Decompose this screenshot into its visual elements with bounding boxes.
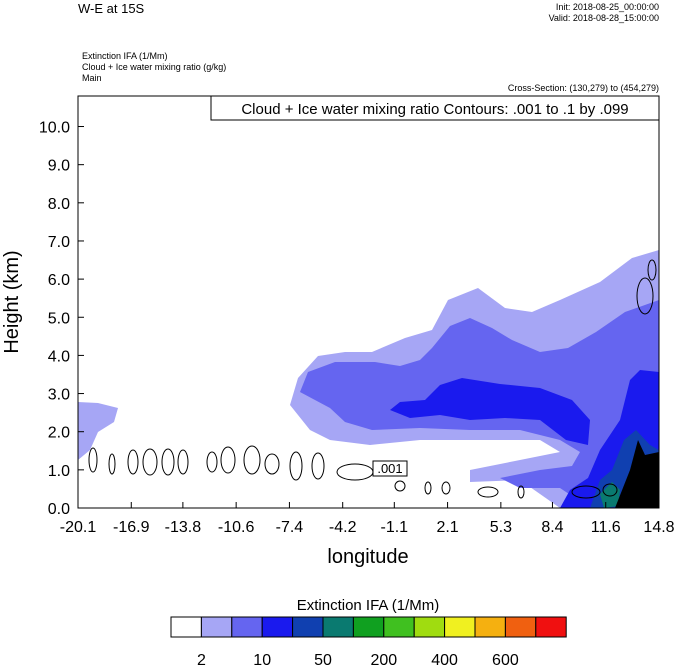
chart-title: W-E at 15S: [78, 1, 145, 16]
x-tick-label: 11.6: [591, 519, 621, 536]
y-tick-label: 3.0: [48, 387, 70, 404]
note-box: [210, 95, 660, 121]
colorbar-swatch: [413, 616, 446, 638]
colorbar-swatch: [170, 616, 202, 638]
field-name: Main: [82, 73, 102, 83]
colorbar-swatch: [292, 616, 324, 638]
cloud-contours: [88, 259, 657, 499]
x-tick-label: 14.8: [643, 519, 674, 536]
field-name: Cloud + Ice water mixing ratio (g/kg): [82, 62, 226, 72]
colorbar-swatch: [261, 616, 294, 638]
y-tick-label: 7.0: [48, 234, 70, 251]
y-tick-label: 1.0: [48, 463, 70, 480]
x-tick-label: -10.6: [218, 519, 255, 536]
y-tick-label: 2.0: [48, 425, 70, 442]
colorbar-swatch: [231, 616, 263, 638]
x-axis-label: longitude: [327, 546, 408, 568]
y-tick-label: 8.0: [48, 196, 70, 213]
colorbar-swatch: [352, 616, 385, 638]
x-tick-label: -7.4: [276, 519, 304, 536]
x-tick-label: -13.8: [165, 519, 202, 536]
filled-contours: [78, 250, 659, 508]
y-tick-label: 4.0: [48, 348, 70, 365]
y-axis-label: Height (km): [1, 250, 23, 353]
colorbar-label: 50: [314, 652, 332, 667]
colorbar-swatch: [444, 616, 476, 638]
contour-label: .001: [377, 461, 402, 476]
contour-note: Cloud + Ice water mixing ratio Contours:…: [241, 101, 628, 118]
x-tick-label: 8.4: [541, 519, 563, 536]
x-tick-label: -4.2: [329, 519, 357, 536]
x-tick-label: -1.1: [381, 519, 409, 536]
y-tick-label: 10.0: [39, 120, 70, 137]
x-tick-label: -20.1: [60, 519, 97, 536]
colorbar-swatch: [322, 616, 354, 638]
colorbar-label: 200: [370, 652, 397, 667]
colorbar-swatch: [535, 616, 567, 638]
y-tick-label: 5.0: [48, 310, 70, 327]
colorbar-swatch: [383, 616, 415, 638]
colorbar-label: 600: [492, 652, 519, 667]
cross-section: Cross-Section: (130,279) to (454,279): [508, 83, 659, 93]
colorbar-swatch: [504, 616, 537, 638]
y-tick-label: 9.0: [48, 158, 70, 175]
colorbar-swatch: [474, 616, 506, 638]
init-time: Init: 2018-08-25_00:00:00: [556, 2, 659, 12]
colorbar-label: 10: [253, 652, 271, 667]
x-tick-label: 5.3: [490, 519, 512, 536]
x-tick-label: -16.9: [113, 519, 150, 536]
colorbar-label: 2: [197, 652, 206, 667]
y-tick-label: 0.0: [48, 501, 70, 518]
colorbar-label: 400: [431, 652, 458, 667]
colorbar-title: Extinction IFA (1/Mm): [297, 597, 440, 614]
field-name: Extinction IFA (1/Mm): [82, 51, 168, 61]
colorbar-swatch: [200, 616, 233, 638]
valid-time: Valid: 2018-08-28_15:00:00: [549, 13, 659, 23]
contour-label-box: [372, 460, 408, 477]
y-tick-label: 6.0: [48, 272, 70, 289]
x-tick-label: 2.1: [436, 519, 458, 536]
